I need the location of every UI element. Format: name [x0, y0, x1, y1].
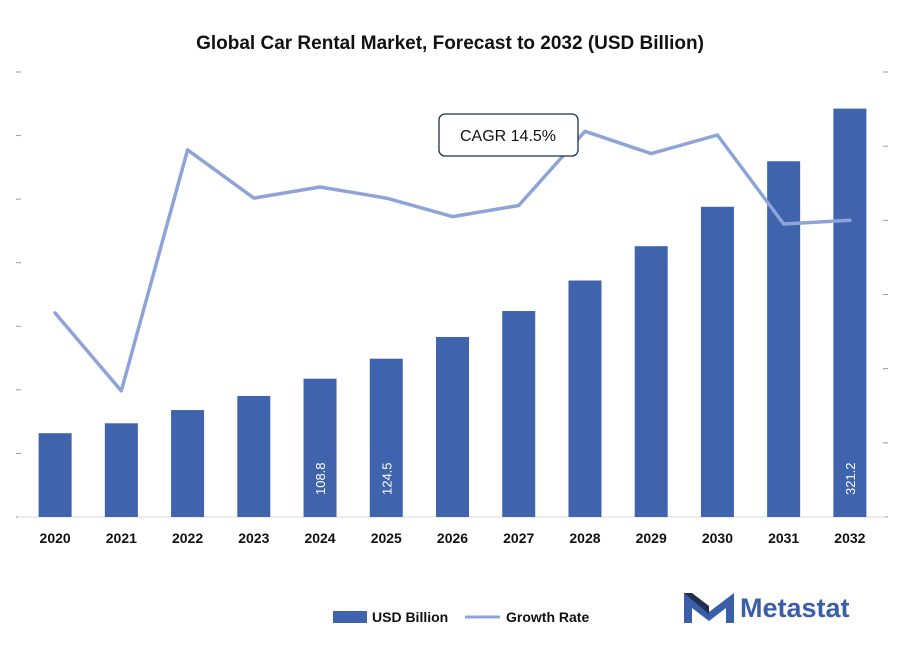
legend: USD Billion Growth Rate	[333, 609, 589, 625]
bar-2021	[104, 423, 138, 517]
line-series	[53, 129, 852, 393]
bar-2029	[634, 246, 668, 517]
cagr-label: CAGR 14.5%	[460, 128, 556, 145]
bar-2025	[369, 358, 403, 517]
x-tick-label: 2023	[238, 530, 269, 546]
x-tick-label: 2021	[106, 530, 137, 546]
bar-2023	[237, 395, 271, 517]
left-axis	[16, 71, 21, 518]
x-tick-label: 2028	[569, 530, 600, 546]
bar-2032	[833, 108, 867, 518]
x-tick-label: 2022	[172, 530, 203, 546]
x-tick-label: 2031	[768, 530, 799, 546]
x-axis-tick-labels: 2020 2021 2022 2023 2024 2025 2026 2027 2028 2029…	[40, 530, 866, 546]
legend-label-line: Growth Rate	[506, 609, 589, 625]
x-tick-label: 2025	[371, 530, 402, 546]
metastat-logo-accent-icon	[684, 593, 709, 614]
bar-2026	[436, 336, 469, 517]
bar-2030	[700, 206, 734, 517]
x-tick-label: 2020	[40, 530, 71, 546]
x-tick-label: 2027	[503, 530, 534, 546]
metastat-logo-icon	[684, 593, 734, 623]
bar-data-label: 321.2	[843, 462, 858, 495]
x-tick-label: 2024	[304, 530, 335, 546]
x-tick-label: 2032	[834, 530, 865, 546]
x-tick-label: 2029	[636, 530, 667, 546]
x-tick-label: 2026	[437, 530, 468, 546]
bar-2031	[767, 161, 801, 518]
bar-series	[38, 108, 867, 518]
bar-2028	[568, 280, 602, 517]
cagr-box	[438, 113, 579, 157]
chart-title: Global Car Rental Market, Forecast to 20…	[196, 33, 704, 54]
bar-data-label: 108.8	[313, 462, 328, 495]
brand-logo: Metastat	[684, 593, 850, 623]
brand-name: Metastat	[740, 593, 850, 623]
bar-2022	[171, 410, 205, 517]
data-labels: 108.8 124.5 321.2	[313, 462, 858, 495]
bar-2024	[303, 378, 337, 517]
bar-2027	[502, 311, 536, 517]
growth-rate-line	[53, 129, 852, 393]
right-axis	[883, 71, 888, 518]
bar-2020	[38, 433, 72, 517]
cagr-callout: CAGR 14.5%	[438, 113, 579, 157]
bar-data-label: 124.5	[379, 462, 394, 495]
legend-swatch-bar	[333, 611, 367, 623]
x-tick-label: 2030	[702, 530, 733, 546]
legend-label-bar: USD Billion	[372, 609, 448, 625]
